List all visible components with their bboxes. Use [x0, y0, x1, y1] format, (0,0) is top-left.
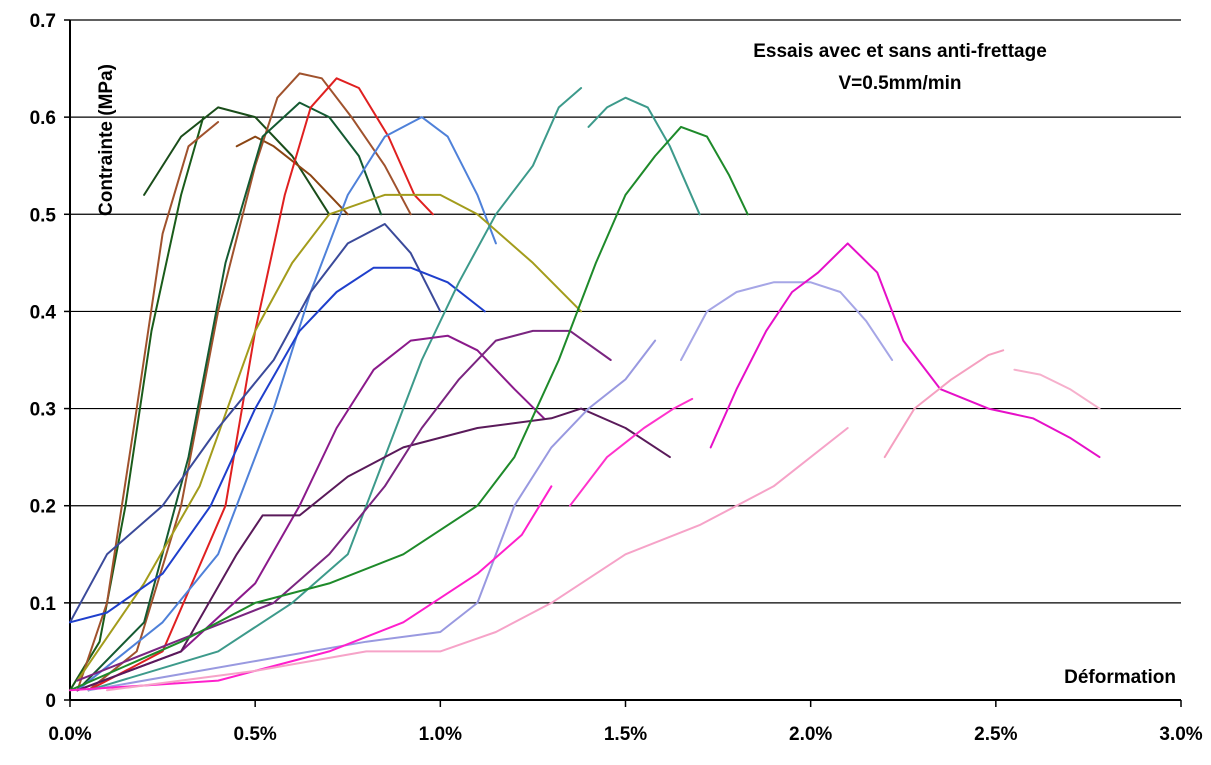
- series-line-18: [87, 339, 657, 692]
- series-line-11: [69, 266, 486, 624]
- x-tick-label: 1.5%: [604, 724, 647, 745]
- y-tick-label: 0.1: [30, 594, 57, 615]
- series-line-4: [235, 135, 349, 216]
- series-line-16: [76, 329, 612, 682]
- series-line-14: [76, 334, 545, 692]
- y-tick-label: 0.3: [30, 400, 56, 421]
- y-tick-label: 0.5: [30, 205, 57, 226]
- x-tick-label: 0.5%: [234, 724, 277, 745]
- series-line-15: [76, 407, 671, 692]
- chart-subtitle: V=0.5mm/min: [838, 73, 961, 94]
- y-tick-label: 0.4: [30, 302, 57, 323]
- series-line-25: [1013, 368, 1101, 410]
- y-tick-label: 0.7: [30, 11, 56, 32]
- y-tick-label: 0.2: [30, 497, 56, 518]
- x-axis-label: Déformation: [1064, 667, 1176, 688]
- series-line-3: [76, 121, 220, 692]
- series-line-17: [69, 125, 749, 692]
- series-line-6: [76, 101, 383, 692]
- series-line-13: [587, 96, 701, 216]
- series-line-1: [69, 116, 205, 692]
- series-line-22: [709, 242, 1101, 459]
- x-tick-label: 2.0%: [789, 724, 832, 745]
- series-line-21: [569, 397, 694, 507]
- axes: [69, 20, 1181, 701]
- series-line-9: [76, 193, 583, 682]
- series-line-2: [143, 106, 331, 216]
- x-tick-label: 3.0%: [1159, 724, 1202, 745]
- grid: [70, 19, 1181, 604]
- ticks: 0 0.1 0.2 0.3 0.4 0.5 0.6 0.7 0.0% 0.5% 1.0% 1.5% 2.…: [30, 11, 1203, 745]
- series: [69, 72, 1101, 692]
- series-line-20: [69, 485, 553, 692]
- x-tick-label: 2.5%: [974, 724, 1017, 745]
- y-tick-label: 0: [45, 691, 56, 712]
- series-line-10: [69, 223, 442, 624]
- series-line-5: [87, 72, 412, 692]
- x-tick-label: 1.0%: [419, 724, 462, 745]
- series-line-12: [87, 87, 583, 692]
- y-axis-label: Contrainte (MPa): [96, 64, 117, 216]
- series-line-24: [883, 349, 1005, 459]
- x-tick-label: 0.0%: [48, 724, 91, 745]
- series-line-23: [106, 427, 849, 692]
- series-line-7: [87, 77, 434, 692]
- chart-title: Essais avec et sans anti-frettage: [753, 41, 1047, 62]
- series-line-8: [76, 116, 497, 692]
- series-line-19: [680, 281, 894, 361]
- y-tick-label: 0.6: [30, 108, 56, 129]
